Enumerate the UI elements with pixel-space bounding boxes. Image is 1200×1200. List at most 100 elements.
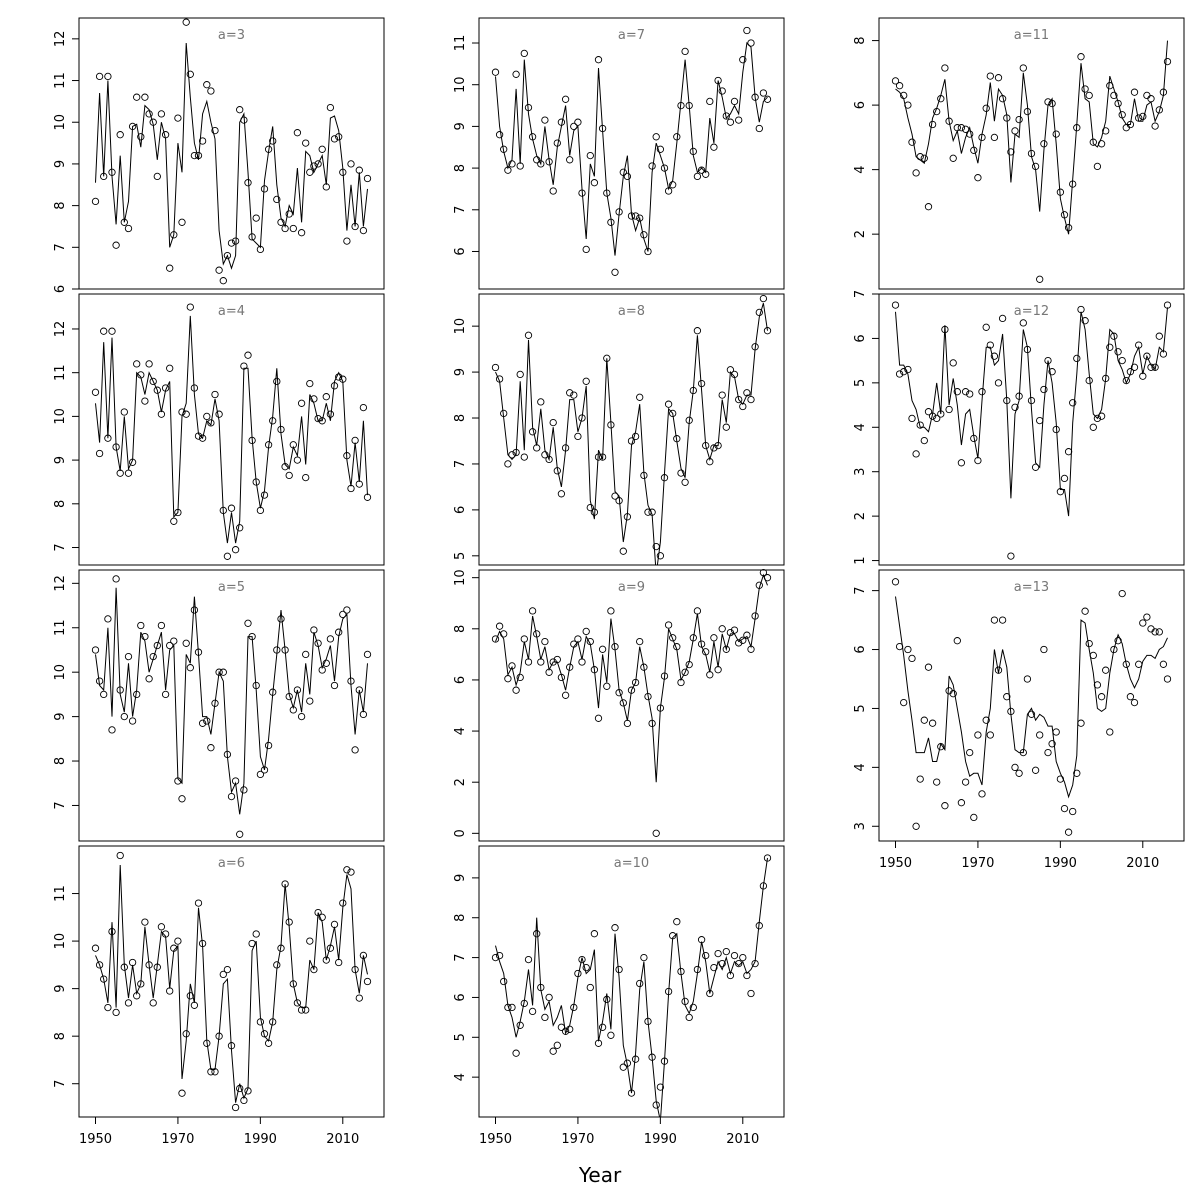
observed-point — [660, 474, 669, 482]
observed-point — [611, 268, 619, 276]
observed-point — [1118, 111, 1126, 119]
observed-point — [590, 930, 599, 938]
observed-point — [153, 641, 161, 650]
observed-point — [500, 630, 508, 638]
observed-point — [339, 610, 347, 619]
observed-point — [149, 118, 157, 126]
observed-point — [273, 377, 281, 386]
observed-point — [512, 448, 520, 457]
observed-point — [594, 56, 603, 64]
observed-point — [908, 414, 916, 423]
observed-point — [322, 659, 330, 667]
observed-point — [207, 744, 215, 752]
observed-point — [520, 453, 528, 461]
observed-point — [1081, 317, 1089, 325]
observed-point — [302, 1006, 310, 1014]
observed-point — [1130, 698, 1139, 707]
observed-point — [277, 218, 285, 226]
observed-point — [994, 379, 1003, 387]
observed-point — [619, 699, 627, 707]
panel-title: a=11 — [1014, 28, 1049, 43]
observed-point — [673, 133, 681, 141]
observed-point — [561, 95, 570, 103]
observed-point — [607, 218, 615, 226]
observed-point — [326, 103, 335, 112]
observed-point — [1019, 319, 1027, 327]
observed-point — [339, 899, 347, 907]
observed-point — [491, 363, 500, 372]
y-tick-label: 8 — [53, 1032, 68, 1040]
observed-point — [1040, 385, 1048, 394]
observed-point — [1110, 645, 1118, 654]
observed-point — [215, 1032, 223, 1040]
observed-point — [100, 690, 108, 699]
observed-point — [603, 354, 611, 362]
observed-point — [297, 1006, 306, 1014]
observed-point — [970, 813, 978, 822]
panel-a11: a=11 2 4 6 8 — [853, 17, 1185, 290]
observed-point — [652, 133, 660, 141]
observed-point — [726, 118, 735, 126]
observed-point — [594, 453, 603, 461]
observed-point — [504, 460, 512, 468]
observed-point — [916, 775, 924, 783]
observed-point — [198, 137, 207, 145]
observed-point — [1011, 403, 1019, 411]
observed-point — [227, 1042, 236, 1050]
y-tick-label: 10 — [453, 76, 468, 93]
observed-point — [1126, 693, 1135, 701]
observed-point — [953, 388, 961, 396]
observed-point — [916, 421, 924, 429]
observed-point — [656, 704, 665, 712]
observed-point — [1052, 728, 1060, 736]
observed-point — [273, 195, 281, 204]
observed-point — [347, 484, 355, 493]
observed-point — [314, 414, 322, 423]
observed-point — [1052, 130, 1060, 138]
observed-point — [182, 639, 190, 647]
observed-point — [747, 645, 755, 653]
observed-point — [174, 777, 182, 785]
observed-point — [615, 497, 623, 505]
observed-point — [916, 153, 924, 161]
observed-point — [685, 101, 693, 110]
observed-point — [586, 983, 594, 992]
observed-point — [739, 402, 747, 411]
observed-point — [1118, 589, 1126, 598]
observed-point — [982, 323, 990, 331]
observed-point — [937, 410, 945, 418]
observed-point — [545, 158, 553, 166]
observed-point — [137, 371, 145, 379]
observed-point — [1044, 356, 1052, 365]
observed-point — [186, 664, 194, 672]
observed-point — [978, 388, 986, 396]
observed-point — [974, 456, 982, 465]
observed-point — [627, 686, 636, 694]
observed-point — [1036, 416, 1044, 425]
observed-point — [351, 965, 359, 974]
observed-point — [636, 214, 644, 222]
observed-point — [1073, 124, 1081, 132]
observed-point — [1102, 666, 1110, 674]
y-tick-label: 4 — [453, 1073, 468, 1081]
observed-point — [1081, 607, 1089, 615]
observed-point — [512, 686, 520, 694]
observed-point — [240, 1096, 248, 1105]
observed-point — [735, 639, 743, 647]
observed-point — [994, 74, 1003, 82]
observed-point — [685, 660, 693, 669]
y-tick-label: 5 — [453, 1033, 468, 1041]
observed-point — [104, 615, 112, 623]
observed-point — [570, 1003, 578, 1012]
y-tick-label: 12 — [53, 321, 68, 338]
observed-point — [190, 151, 199, 160]
observed-point — [190, 606, 199, 614]
observed-point — [1155, 106, 1163, 114]
observed-point — [685, 416, 693, 424]
observed-point — [108, 327, 116, 335]
observed-point — [681, 47, 689, 56]
observed-point — [1089, 138, 1097, 146]
fitted-line — [95, 315, 368, 544]
observed-point — [231, 1103, 240, 1112]
observed-point — [252, 214, 260, 222]
